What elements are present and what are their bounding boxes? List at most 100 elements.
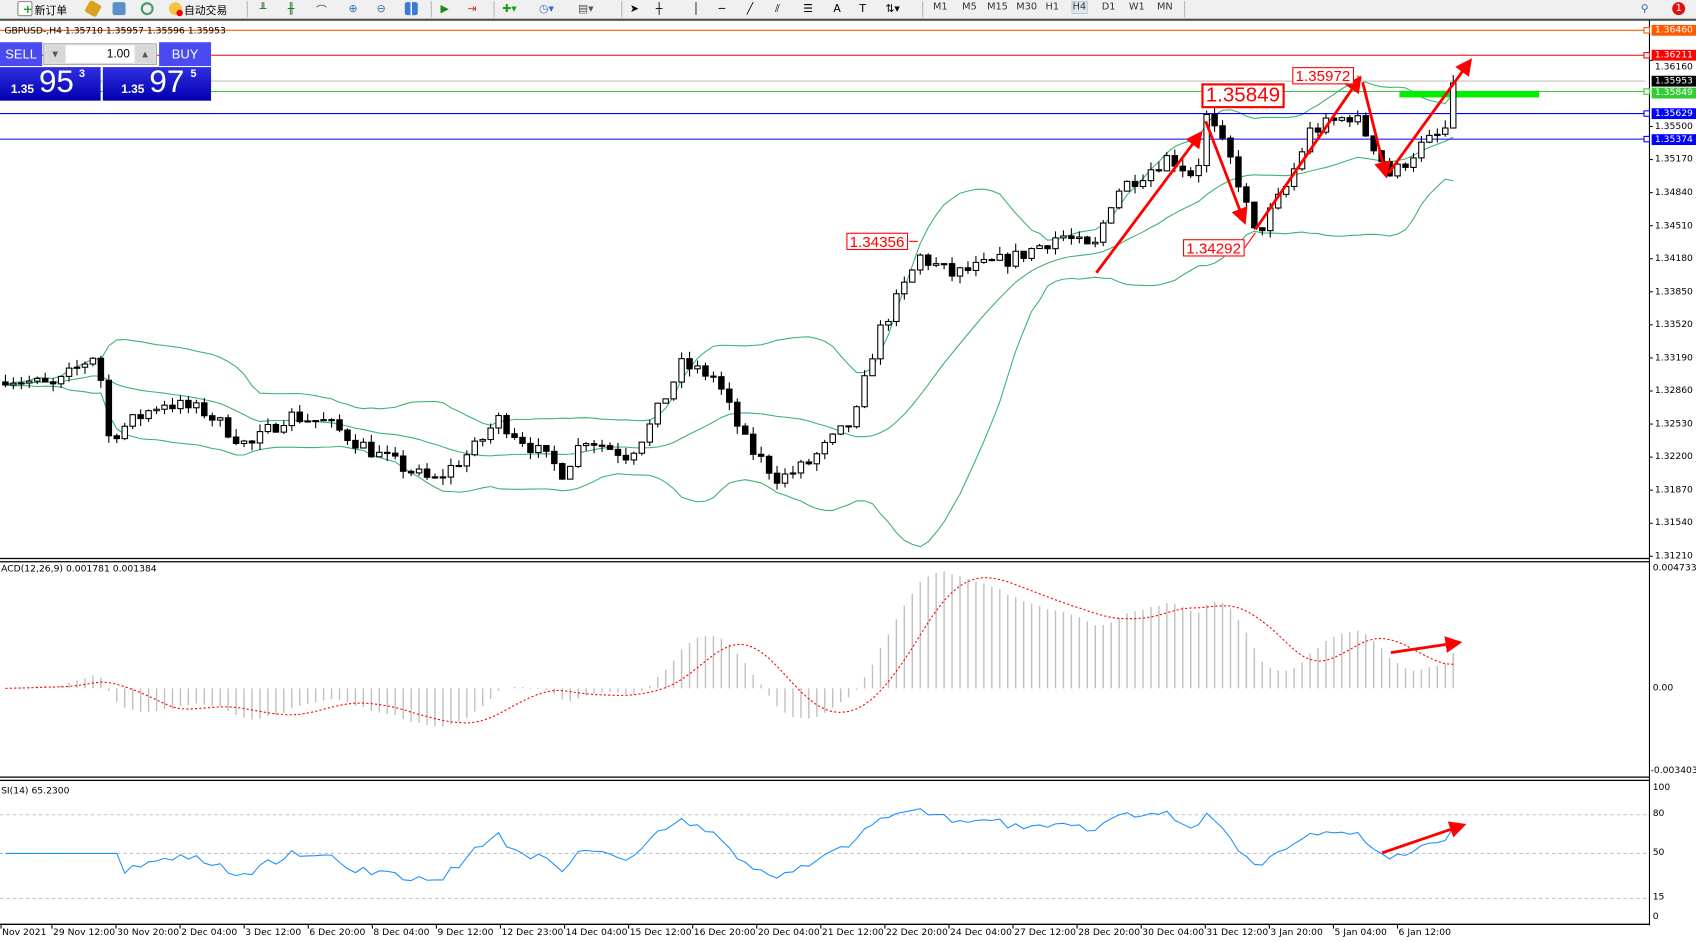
timeframe-h1-button[interactable]: H1 <box>1045 2 1060 13</box>
cursor-icon[interactable]: ➤ <box>629 2 639 15</box>
candle-body <box>734 401 741 427</box>
auto-scroll-icon[interactable]: ▶ <box>440 2 449 15</box>
candle <box>232 429 240 446</box>
time-axis-label: 5 Jan 04:00 <box>1334 927 1387 939</box>
crosshair-icon[interactable]: ┼ <box>655 2 663 15</box>
lot-decrease-button[interactable]: ▼ <box>45 45 65 63</box>
tile-windows-icon[interactable] <box>404 1 418 16</box>
timeframe-m30-button[interactable]: M30 <box>1016 2 1038 13</box>
candle-body <box>1004 253 1011 267</box>
trend-arrow[interactable] <box>1387 58 1473 174</box>
trend-arrow[interactable] <box>1390 636 1463 655</box>
time-axis-label: 21 Dec 12:00 <box>821 927 884 939</box>
chart-shift-icon[interactable]: ⇥ <box>467 2 477 15</box>
trend-arrow[interactable] <box>1381 821 1467 855</box>
sell-price-button[interactable]: 1.35 95 3 <box>0 65 101 101</box>
candle-body <box>813 453 821 465</box>
lot-size-input[interactable]: 1.00 <box>66 45 135 63</box>
sell-price-point: 3 <box>79 68 86 81</box>
buy-button[interactable]: BUY <box>159 42 212 67</box>
timeframe-m15-button[interactable]: M15 <box>987 2 1008 13</box>
level-line-handle[interactable] <box>1643 135 1650 143</box>
timeframe-m1-button[interactable]: M1 <box>932 2 948 13</box>
candle-body <box>208 415 216 421</box>
zoom-in-icon[interactable]: ⊕ <box>348 2 358 15</box>
candle <box>718 371 725 395</box>
candle-body <box>726 388 733 403</box>
annotation-label[interactable]: 1.34292 <box>1182 239 1245 257</box>
candle-body <box>670 381 677 400</box>
horizontal-line-icon[interactable]: ─ <box>718 2 726 15</box>
candle-body <box>495 414 502 429</box>
trend-arrow[interactable] <box>1204 120 1248 225</box>
candle-body <box>885 320 892 326</box>
sell-button[interactable]: SELL <box>0 42 43 67</box>
annotation-label[interactable]: 1.35972 <box>1292 67 1354 85</box>
timeframe-h4-button[interactable]: H4 <box>1071 1 1088 15</box>
trend-arrow[interactable] <box>1361 81 1391 179</box>
annotation-label[interactable]: 1.35849 <box>1201 83 1285 109</box>
periods-icon[interactable]: ◷▾ <box>538 2 554 15</box>
buy-price-button[interactable]: 1.35 97 5 <box>102 65 212 101</box>
signals-icon[interactable] <box>140 1 154 16</box>
lot-increase-button[interactable]: ▲ <box>135 45 155 63</box>
level-line-handle[interactable] <box>1643 88 1650 95</box>
candle <box>614 442 622 464</box>
fibonacci-icon[interactable]: ☰ <box>803 2 813 15</box>
level-line-handle[interactable] <box>1643 52 1650 59</box>
equidistant-channel-icon[interactable]: ⫽ <box>774 2 780 15</box>
candle-body <box>741 425 749 435</box>
annotation-connector <box>1244 232 1256 249</box>
timeframe-mn-button[interactable]: MN <box>1157 2 1173 13</box>
candle-body <box>559 463 566 480</box>
timeframe-w1-button[interactable]: W1 <box>1128 2 1145 13</box>
candle-body <box>845 425 852 428</box>
candle <box>765 454 773 480</box>
zoom-out-icon[interactable]: ⊖ <box>376 2 386 15</box>
navigator-icon[interactable] <box>112 1 126 16</box>
candle-body <box>749 433 757 455</box>
candle <box>535 438 542 458</box>
text-label-icon[interactable]: T <box>859 2 866 15</box>
candle <box>1147 162 1155 188</box>
annotation-label[interactable]: 1.34356 <box>846 232 908 251</box>
line-chart-icon[interactable]: ⌒ <box>316 4 327 17</box>
indicators-icon[interactable]: ✚▾ <box>502 2 517 15</box>
candlestick-icon[interactable]: ╫ <box>287 2 295 15</box>
candle <box>57 375 65 388</box>
trend-arrow[interactable] <box>1095 130 1203 274</box>
time-axis-label: 15 Dec 12:00 <box>629 927 692 939</box>
candle <box>10 377 17 390</box>
candle-body <box>328 419 335 422</box>
lot-size-stepper[interactable]: ▼ 1.00 ▲ <box>43 43 157 65</box>
bar-chart-icon[interactable]: ╨ <box>259 2 267 15</box>
candle <box>1259 227 1266 236</box>
timeframe-d1-button[interactable]: D1 <box>1101 2 1116 13</box>
arrows-icon[interactable]: ⇅▾ <box>885 2 900 15</box>
candle <box>1235 150 1242 193</box>
candle <box>741 423 749 435</box>
candle-body <box>988 258 996 262</box>
timeframe-m5-button[interactable]: M5 <box>962 2 977 13</box>
candle <box>893 289 900 327</box>
candle-body <box>1410 157 1417 168</box>
notification-icon[interactable]: 1 <box>1672 1 1686 16</box>
level-line-handle[interactable] <box>1643 27 1650 34</box>
templates-icon[interactable]: ▤▾ <box>577 2 594 15</box>
text-icon[interactable]: A <box>833 2 841 15</box>
vertical-line-icon[interactable]: │ <box>692 2 700 15</box>
candle <box>686 351 693 377</box>
trendline-icon[interactable]: ╱ <box>746 2 754 15</box>
candle <box>940 263 948 270</box>
candle-body <box>1418 141 1425 159</box>
trend-arrow[interactable] <box>1254 75 1362 231</box>
auto-trading-button[interactable]: 自动交易 <box>168 1 227 17</box>
level-line-handle[interactable] <box>1643 110 1650 117</box>
candle-body <box>598 444 606 447</box>
search-icon[interactable]: ⚲ <box>1640 2 1649 15</box>
candle-body <box>1163 155 1171 172</box>
candle <box>280 420 288 434</box>
new-order-icon: + <box>17 1 33 17</box>
new-order-button[interactable]: + 新订单 <box>17 1 67 17</box>
